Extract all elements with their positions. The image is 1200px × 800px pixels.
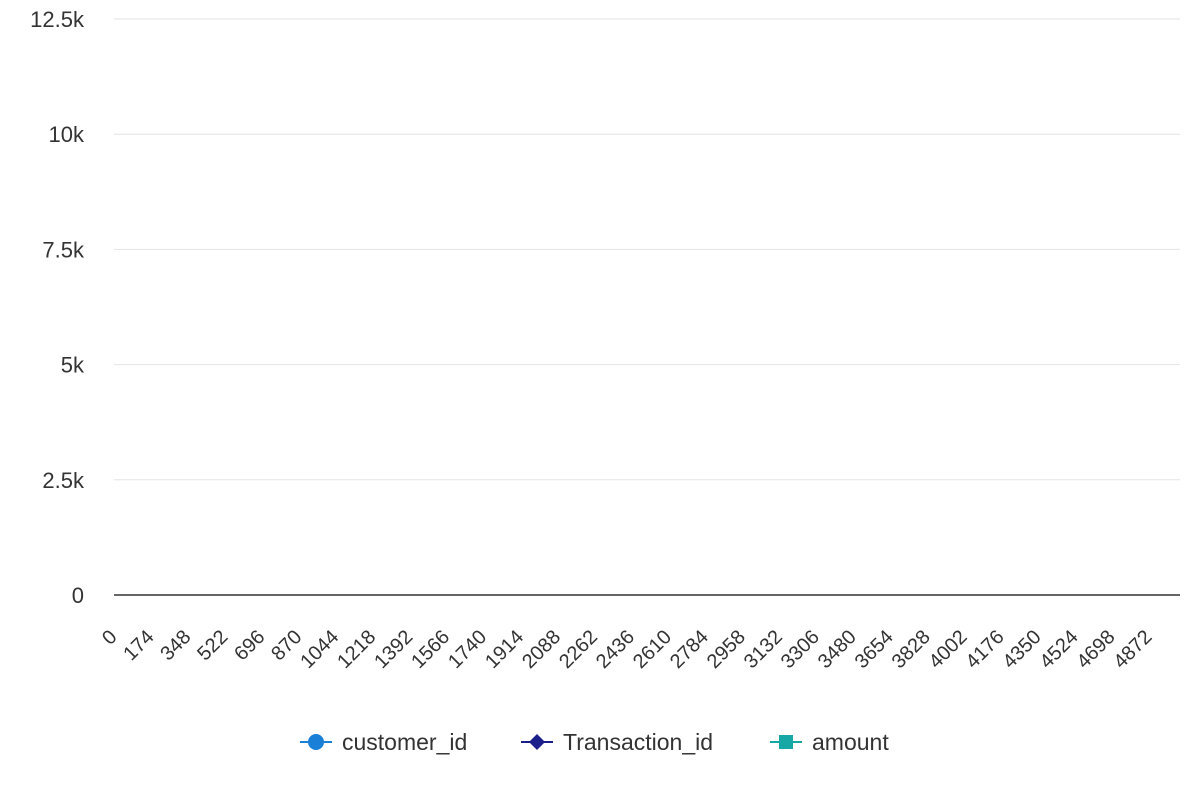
legend-item[interactable]: amount	[770, 729, 889, 755]
y-axis-tick-labels: 0 2.5k 5k 7.5k 10k 12.5k	[30, 7, 85, 608]
x-tick-label: 1218	[333, 626, 380, 673]
legend-item[interactable]: Transaction_id	[521, 729, 713, 755]
x-tick-label: 1914	[481, 626, 528, 673]
legend-label: Transaction_id	[563, 729, 713, 755]
y-tick-label: 10k	[49, 122, 85, 147]
x-tick-label: 3132	[740, 626, 787, 673]
y-tick-label: 2.5k	[42, 468, 85, 493]
x-tick-label: 2436	[592, 626, 639, 673]
x-tick-label: 2088	[518, 626, 565, 673]
x-tick-label: 3828	[888, 626, 935, 673]
x-tick-label: 522	[193, 626, 232, 665]
y-tick-label: 5k	[61, 353, 85, 378]
legend-diamond-marker-icon	[529, 734, 545, 750]
x-tick-label: 174	[119, 626, 158, 665]
legend-item[interactable]: customer_id	[300, 729, 467, 755]
legend-square-marker-icon	[779, 735, 793, 749]
x-tick-label: 0	[98, 626, 121, 649]
legend-label: amount	[812, 729, 889, 755]
x-tick-label: 4698	[1073, 626, 1120, 673]
x-tick-label: 2784	[666, 626, 713, 673]
x-tick-label: 3480	[814, 626, 861, 673]
legend-label: customer_id	[342, 729, 467, 755]
legend[interactable]: customer_id Transaction_id amount	[300, 729, 889, 755]
x-tick-label: 1740	[444, 626, 491, 673]
x-tick-label: 2958	[703, 626, 750, 673]
x-tick-label: 2262	[555, 626, 602, 673]
x-tick-label: 4524	[1036, 626, 1083, 673]
x-tick-label: 1566	[407, 626, 454, 673]
legend-circle-marker-icon	[308, 734, 324, 750]
x-tick-label: 4002	[925, 626, 972, 673]
x-axis-tick-labels: 0174348522696870104412181392156617401914…	[98, 626, 1156, 673]
x-tick-label: 2610	[629, 626, 676, 673]
gridlines	[114, 18, 1180, 481]
x-tick-label: 3654	[851, 626, 898, 673]
y-tick-label: 7.5k	[42, 237, 85, 262]
x-tick-label: 696	[230, 626, 269, 665]
x-tick-label: 4350	[999, 626, 1046, 673]
x-tick-label: 1392	[370, 626, 417, 673]
x-tick-label: 4872	[1110, 626, 1157, 673]
x-tick-label: 3306	[777, 626, 824, 673]
x-tick-label: 1044	[296, 626, 343, 673]
x-tick-label: 4176	[962, 626, 1009, 673]
y-tick-label: 0	[72, 583, 84, 608]
x-tick-label: 348	[156, 626, 195, 665]
y-tick-label: 12.5k	[30, 7, 85, 32]
